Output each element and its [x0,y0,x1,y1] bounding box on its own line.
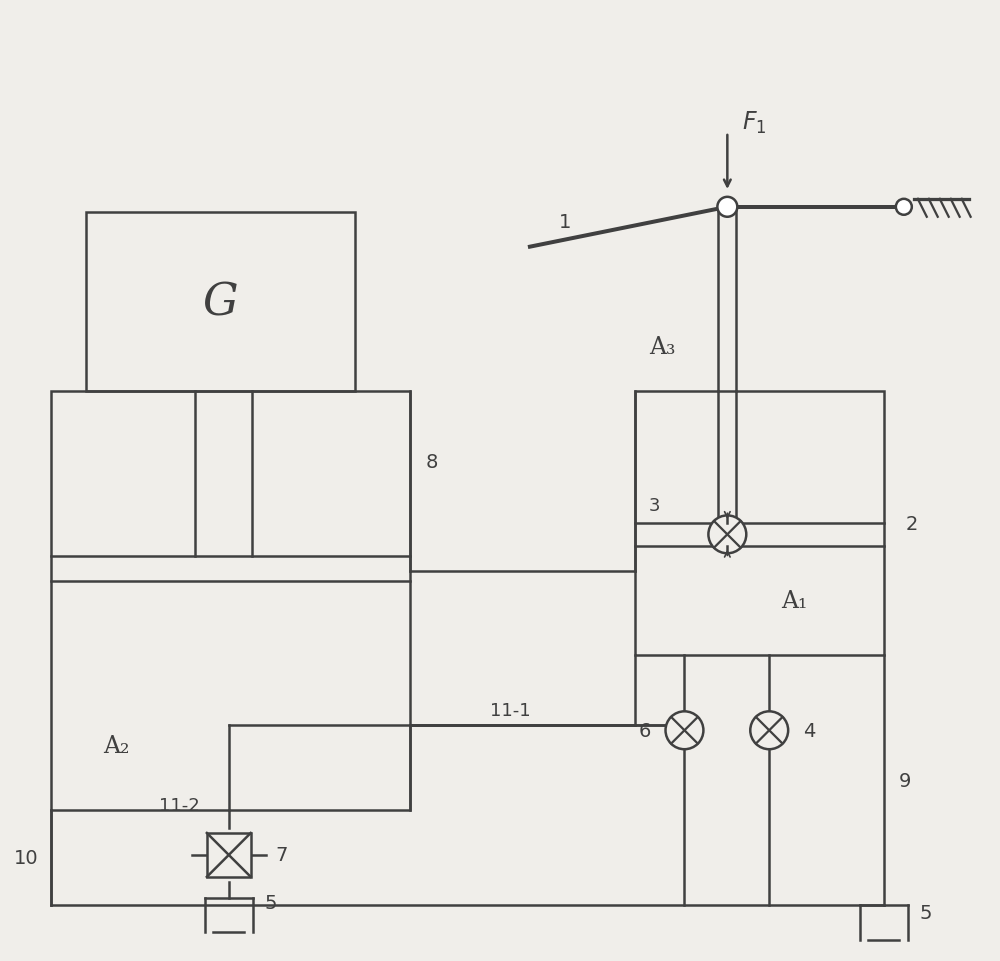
Text: A₁: A₁ [781,589,807,612]
Text: G: G [203,281,239,324]
Bar [207,833,251,877]
Text: 1: 1 [559,213,571,232]
Text: 2: 2 [906,514,918,533]
Text: 9: 9 [899,771,911,790]
Text: 5: 5 [920,903,932,923]
Text: 6: 6 [638,721,651,740]
Text: $F_1$: $F_1$ [742,110,767,136]
Text: 7: 7 [276,846,288,865]
Text: 8: 8 [425,452,438,471]
Circle shape [896,200,912,215]
Text: A₂: A₂ [103,734,129,757]
Bar [51,392,410,810]
Bar [635,392,884,655]
Text: 5: 5 [265,894,277,912]
Text: 11-1: 11-1 [490,702,530,720]
Circle shape [750,711,788,750]
Circle shape [717,198,737,217]
Text: 3: 3 [649,497,660,514]
Circle shape [708,516,746,554]
Text: 4: 4 [803,721,815,740]
Text: 11-2: 11-2 [159,797,199,814]
Circle shape [666,711,703,750]
Text: A₃: A₃ [649,335,676,358]
Bar [86,212,355,392]
Text: 10: 10 [14,848,39,867]
